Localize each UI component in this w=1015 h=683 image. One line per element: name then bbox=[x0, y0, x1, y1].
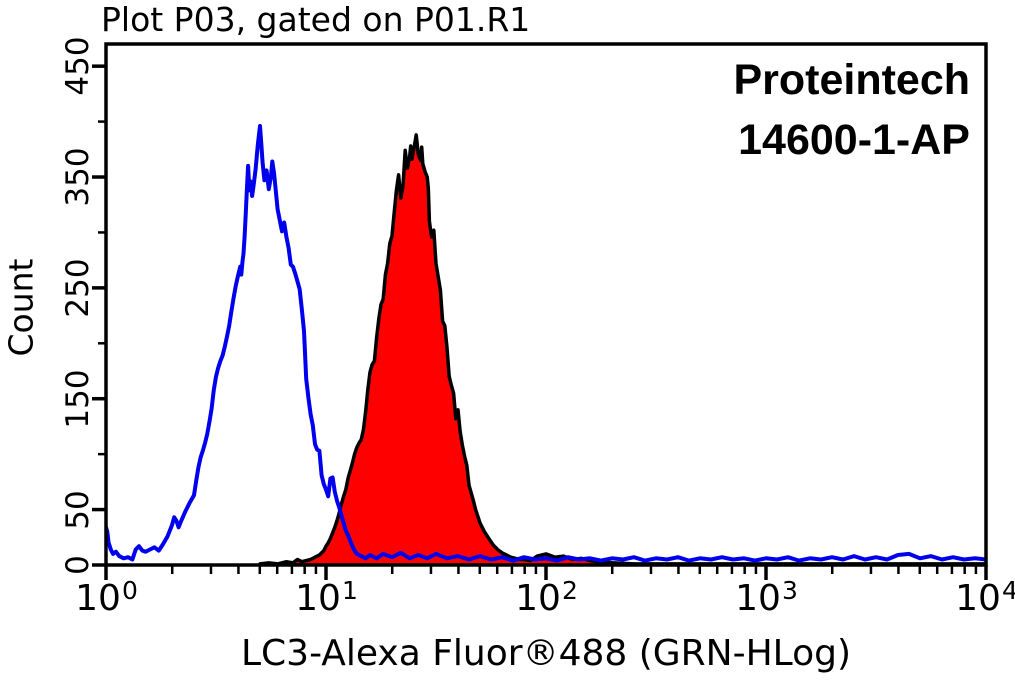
x-tick-label: 101 bbox=[295, 576, 358, 619]
x-tick-label: 103 bbox=[735, 576, 798, 619]
y-tick-label: 350 bbox=[60, 147, 96, 207]
red-filled-histogram bbox=[258, 133, 986, 565]
x-axis-title: LC3-Alexa Fluor®488 (GRN-HLog) bbox=[240, 633, 852, 674]
brand-name: Proteintech bbox=[733, 56, 970, 104]
y-axis-title: Count bbox=[1, 258, 41, 357]
y-tick-label: 450 bbox=[60, 36, 96, 96]
x-tick-label: 100 bbox=[75, 576, 138, 619]
brand-annotation: Proteintech 14600-1-AP bbox=[733, 50, 970, 170]
y-tick-label: 50 bbox=[60, 489, 96, 530]
catalog-number: 14600-1-AP bbox=[738, 116, 970, 164]
plot-title: Plot P03, gated on P01.R1 bbox=[101, 0, 531, 39]
blue-open-histogram bbox=[106, 124, 986, 563]
x-tick-label: 102 bbox=[515, 576, 578, 619]
y-tick-label: 0 bbox=[60, 555, 96, 575]
y-tick-label: 250 bbox=[60, 258, 96, 318]
y-tick-label: 150 bbox=[60, 369, 96, 429]
x-tick-label: 104 bbox=[955, 576, 1015, 619]
